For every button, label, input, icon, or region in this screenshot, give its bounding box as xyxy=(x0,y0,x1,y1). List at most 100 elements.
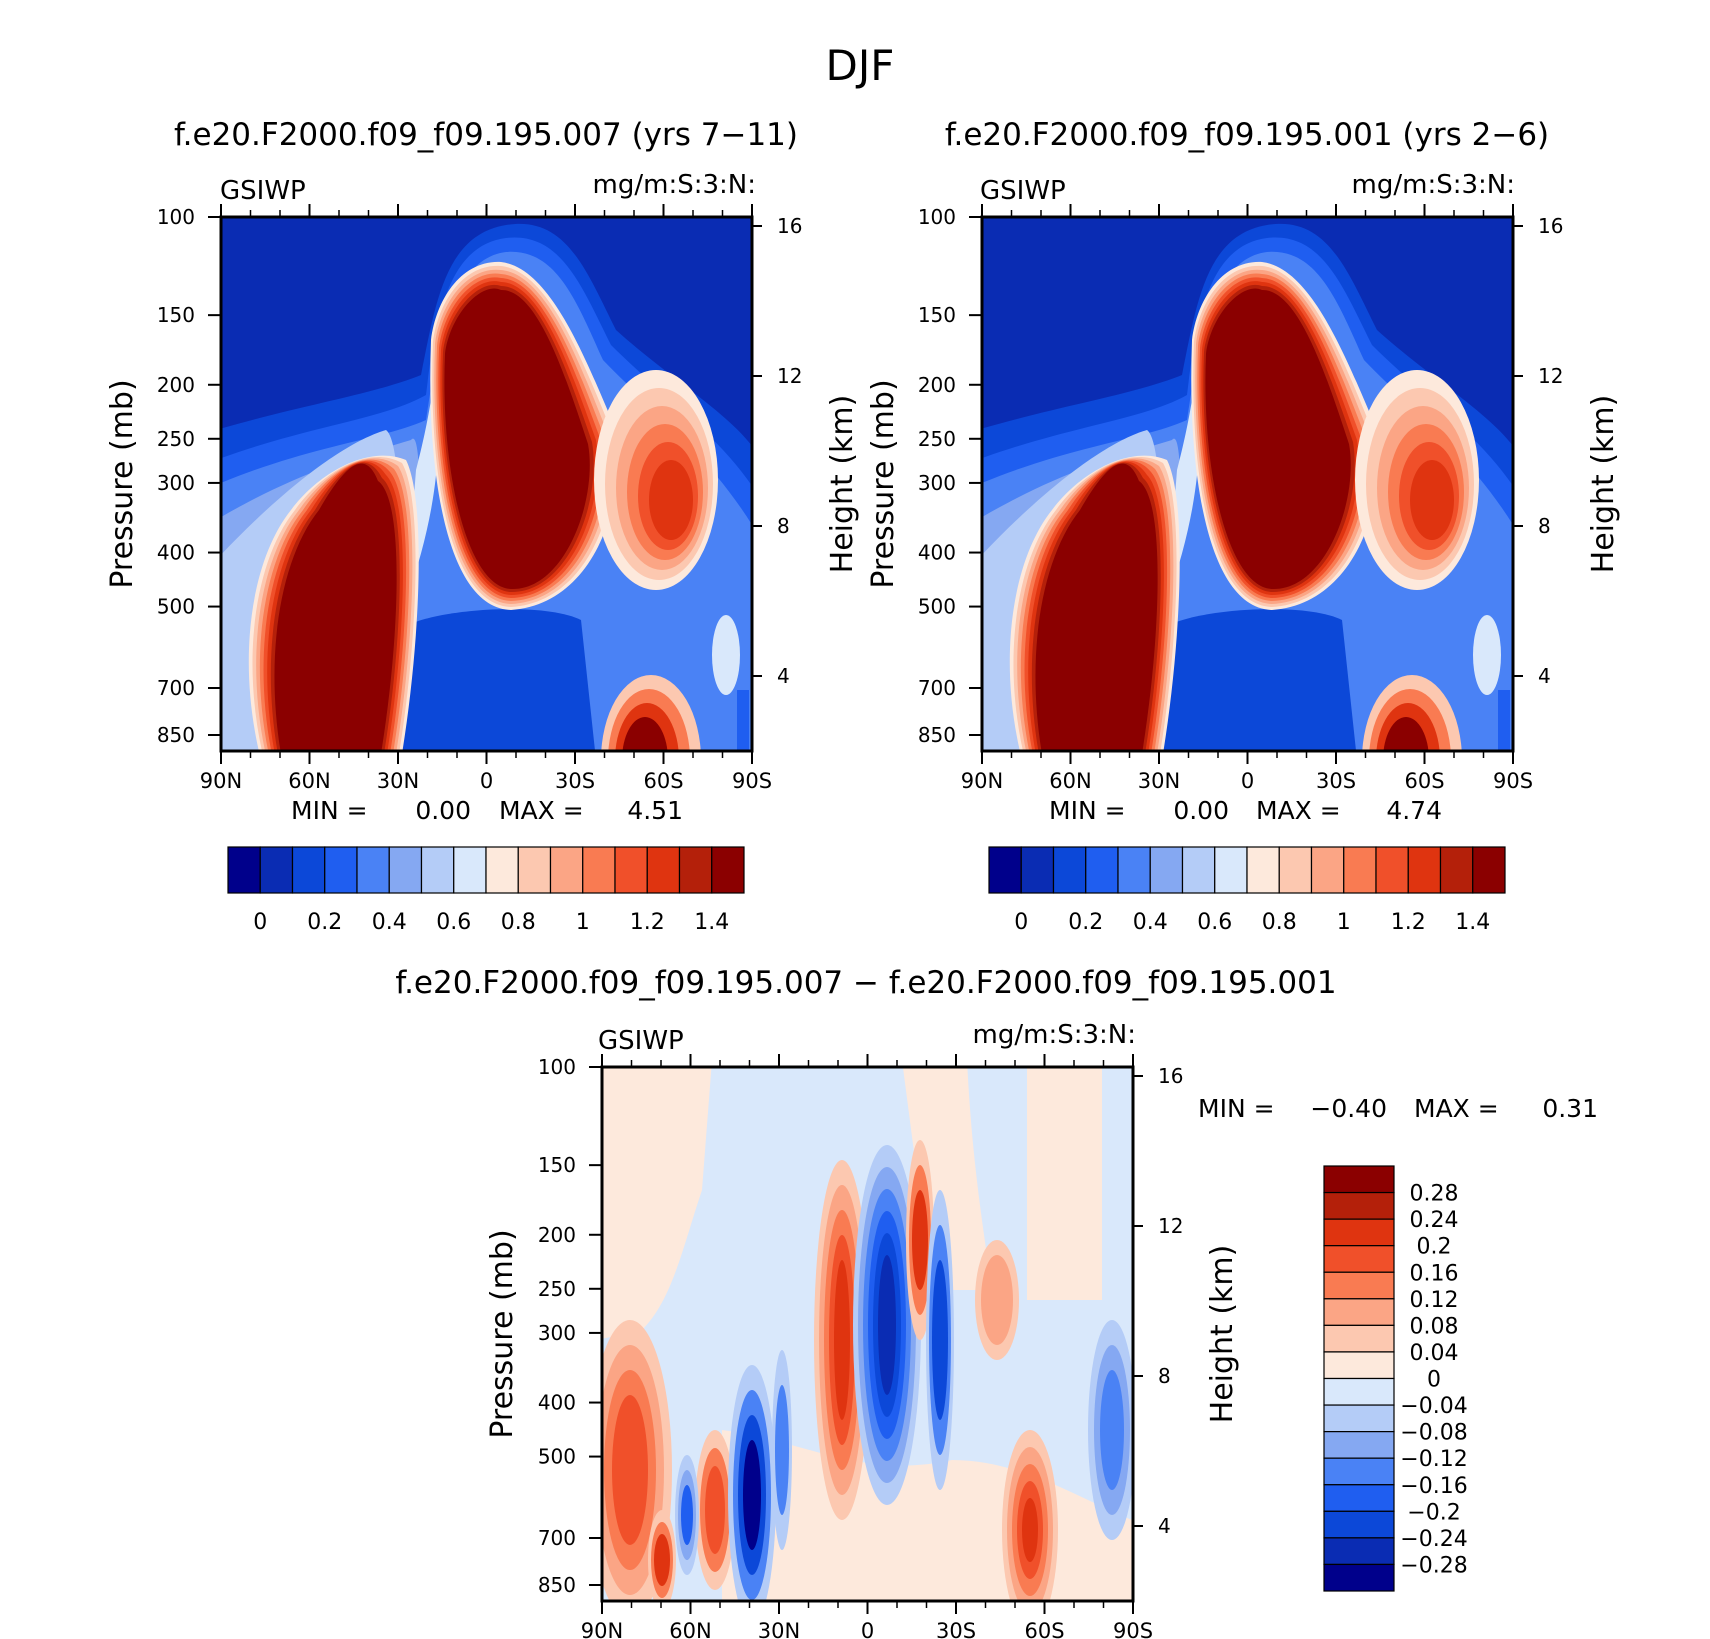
colorbar-label: 0.12 xyxy=(1410,1288,1459,1313)
colorbar-box xyxy=(988,846,1022,894)
colorbar-box xyxy=(1323,1245,1395,1273)
x-tick-label: 30N xyxy=(377,769,419,793)
diff-trop-neg-5 xyxy=(878,1255,896,1395)
colorbar-box xyxy=(1323,1191,1395,1220)
units-label: mg/m:S:3:N: xyxy=(973,1020,1136,1050)
y-axis-label: Pressure (mb) xyxy=(105,379,140,588)
x-tick-label: 30S xyxy=(555,769,595,793)
y-tick-label: 400 xyxy=(157,541,195,565)
colorbar-box xyxy=(1214,846,1248,894)
colorbar-label: 0.28 xyxy=(1410,1182,1459,1207)
y-right-tick-label: 16 xyxy=(777,214,802,238)
colorbar-box xyxy=(1323,1351,1395,1380)
x-tick-label: 60S xyxy=(1024,1619,1064,1639)
colorbar-box xyxy=(1375,846,1409,894)
colorbar-box xyxy=(1052,846,1087,894)
colorbar: 0 0.2 0.4 0.6 0.8 1 1.2 1.4 xyxy=(227,846,745,935)
colorbar-label: 0.8 xyxy=(501,910,536,935)
x-tick-label: 0 xyxy=(480,769,493,793)
y-tick-label: 500 xyxy=(157,595,195,619)
panel-case1: f.e20.F2000.f09_f09.195.007 (yrs 7−11) G… xyxy=(105,117,860,935)
y-tick-label: 300 xyxy=(918,471,956,495)
colorbar: 0.280.240.20.160.120.080.040−0.04−0.08−0… xyxy=(1323,1165,1468,1592)
colorbar-box xyxy=(1323,1563,1395,1592)
colorbar-label: 0.2 xyxy=(1417,1235,1452,1260)
x-tick-label: 0 xyxy=(861,1619,874,1639)
colorbar-label: 0 xyxy=(253,910,267,935)
x-tick-label: 90S xyxy=(1493,769,1533,793)
panel-title: f.e20.F2000.f09_f09.195.001 (yrs 2−6) xyxy=(945,117,1549,153)
contour-field xyxy=(982,217,1513,751)
y-tick-label: 200 xyxy=(157,373,195,397)
field-level-low-blue xyxy=(391,609,596,751)
panel-title: f.e20.F2000.f09_f09.195.007 (yrs 7−11) xyxy=(174,117,798,153)
y-tick-label: 300 xyxy=(538,1321,576,1345)
contour-field xyxy=(221,217,752,751)
x-tick-label: 90N xyxy=(961,769,1003,793)
colorbar-box xyxy=(1472,846,1506,894)
colorbar-label: 0 xyxy=(1014,910,1028,935)
field-edge-pale xyxy=(712,615,740,695)
colorbar-label: −0.08 xyxy=(1400,1421,1467,1446)
min-label: MIN = xyxy=(1049,796,1126,825)
colorbar-box xyxy=(356,846,390,894)
colorbar-box xyxy=(1323,1271,1395,1300)
y-tick-label: 850 xyxy=(157,723,195,747)
y-axis-label: Pressure (mb) xyxy=(485,1229,520,1438)
y-tick-label: 700 xyxy=(918,676,956,700)
contour-field xyxy=(602,1067,1133,1601)
colorbar-box xyxy=(1323,1324,1395,1353)
field-edge-blue xyxy=(737,690,749,751)
diff-nh-pos-b-2 xyxy=(654,1534,670,1586)
colorbar-box xyxy=(549,846,584,894)
y-right-tick-label: 16 xyxy=(1158,1064,1183,1088)
x-tick-label: 90S xyxy=(732,769,772,793)
x-tick-label: 30S xyxy=(936,1619,976,1639)
colorbar-box xyxy=(1323,1537,1395,1566)
diff-trop-pos-4 xyxy=(834,1260,850,1420)
colorbar-box xyxy=(324,846,358,894)
diff-nh-pos-3 xyxy=(612,1395,648,1545)
colorbar-label: 0.4 xyxy=(1133,910,1168,935)
field-level-low-blue xyxy=(1152,609,1357,751)
colorbar-box xyxy=(453,846,487,894)
colorbar-label: −0.28 xyxy=(1400,1553,1467,1578)
max-label: MAX = xyxy=(1256,796,1341,825)
y-right-tick-label: 4 xyxy=(777,664,790,688)
y-tick-label: 100 xyxy=(538,1055,576,1079)
colorbar-box xyxy=(1310,846,1345,894)
min-value: 0.00 xyxy=(1173,796,1229,825)
y-tick-label: 250 xyxy=(918,427,956,451)
y-tick-label: 700 xyxy=(157,676,195,700)
colorbar-label: 0.2 xyxy=(307,910,342,935)
field-edge-blue xyxy=(1498,690,1510,751)
diff-trop-neg-b-2 xyxy=(932,1260,948,1420)
x-tick-label: 90S xyxy=(1113,1619,1153,1639)
field-sh-track-5 xyxy=(649,460,693,540)
diff-nh-pos-c-2 xyxy=(705,1466,725,1554)
plot-axes: 90N 60N 30N 0 30S 60S 90S 100 150 200 250 300 400 500… xyxy=(918,204,1563,793)
colorbar-label: 0.04 xyxy=(1410,1341,1459,1366)
y-tick-label: 400 xyxy=(538,1391,576,1415)
max-label: MAX = xyxy=(499,796,584,825)
y-right-tick-label: 12 xyxy=(1158,1214,1183,1238)
x-tick-label: 90N xyxy=(200,769,242,793)
y-right-tick-label: 12 xyxy=(1538,364,1563,388)
y-tick-label: 700 xyxy=(538,1526,576,1550)
colorbar-label: 0.8 xyxy=(1262,910,1297,935)
y-tick-label: 250 xyxy=(157,427,195,451)
y-tick-label: 150 xyxy=(157,303,195,327)
x-tick-label: 90N xyxy=(581,1619,623,1639)
colorbar-box xyxy=(1323,1377,1395,1406)
colorbar-label: 0.16 xyxy=(1410,1261,1459,1286)
colorbar-box xyxy=(1343,846,1377,894)
x-tick-label: 60N xyxy=(669,1619,711,1639)
field-nh-max-7 xyxy=(274,463,397,751)
colorbar-box xyxy=(388,846,423,894)
diff-sh-pos-b-1 xyxy=(981,1255,1013,1345)
colorbar-box xyxy=(291,846,326,894)
max-value: 4.51 xyxy=(627,796,683,825)
y-axis-right-label: Height (km) xyxy=(825,395,860,574)
y-tick-label: 200 xyxy=(538,1223,576,1247)
